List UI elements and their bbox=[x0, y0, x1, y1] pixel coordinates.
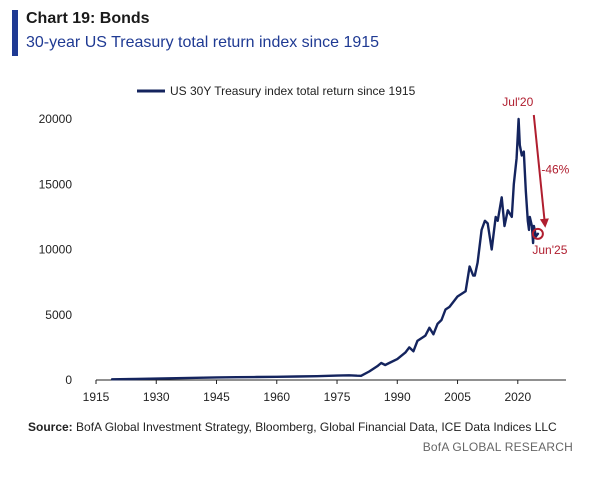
chart-subtitle: 30-year US Treasury total return index s… bbox=[26, 34, 380, 51]
title-accent-bar bbox=[12, 10, 18, 56]
x-tick-label: 1915 bbox=[83, 390, 110, 404]
x-tick-label: 1975 bbox=[324, 390, 351, 404]
y-tick-label: 5000 bbox=[45, 308, 72, 322]
end-marker bbox=[531, 227, 544, 240]
source-label: Source: bbox=[28, 420, 73, 434]
y-tick-label: 20000 bbox=[39, 112, 73, 126]
decline-arrow bbox=[532, 114, 546, 224]
y-tick-label: 10000 bbox=[39, 243, 73, 257]
annotations: Jul'20 -46% Jun'25 bbox=[502, 95, 569, 257]
y-tick-label: 15000 bbox=[39, 177, 73, 191]
peak-label: Jul'20 bbox=[502, 95, 533, 109]
x-tick-label: 2005 bbox=[444, 390, 471, 404]
x-tick-label: 1945 bbox=[203, 390, 230, 404]
y-tick-label: 0 bbox=[65, 373, 72, 387]
x-tick-label: 1930 bbox=[143, 390, 170, 404]
source-text: BofA Global Investment Strategy, Bloombe… bbox=[72, 420, 557, 434]
end-label: Jun'25 bbox=[532, 243, 567, 257]
x-tick-label: 2020 bbox=[504, 390, 531, 404]
y-axis: 0 5000 10000 15000 20000 bbox=[39, 112, 73, 387]
series-line bbox=[110, 117, 540, 381]
chart-title: Chart 19: Bonds bbox=[26, 10, 150, 27]
decline-arrowhead bbox=[539, 218, 549, 228]
legend-label: US 30Y Treasury index total return since… bbox=[170, 84, 416, 98]
change-label: -46% bbox=[541, 162, 569, 176]
legend: US 30Y Treasury index total return since… bbox=[137, 84, 416, 98]
brand-footer: BofA GLOBAL RESEARCH bbox=[422, 440, 573, 454]
x-tick-label: 1990 bbox=[384, 390, 411, 404]
source-note: Source: BofA Global Investment Strategy,… bbox=[28, 420, 557, 434]
x-axis: 1915 1930 1945 1960 1975 1990 2005 2020 bbox=[83, 379, 566, 404]
x-tick-label: 1960 bbox=[263, 390, 290, 404]
